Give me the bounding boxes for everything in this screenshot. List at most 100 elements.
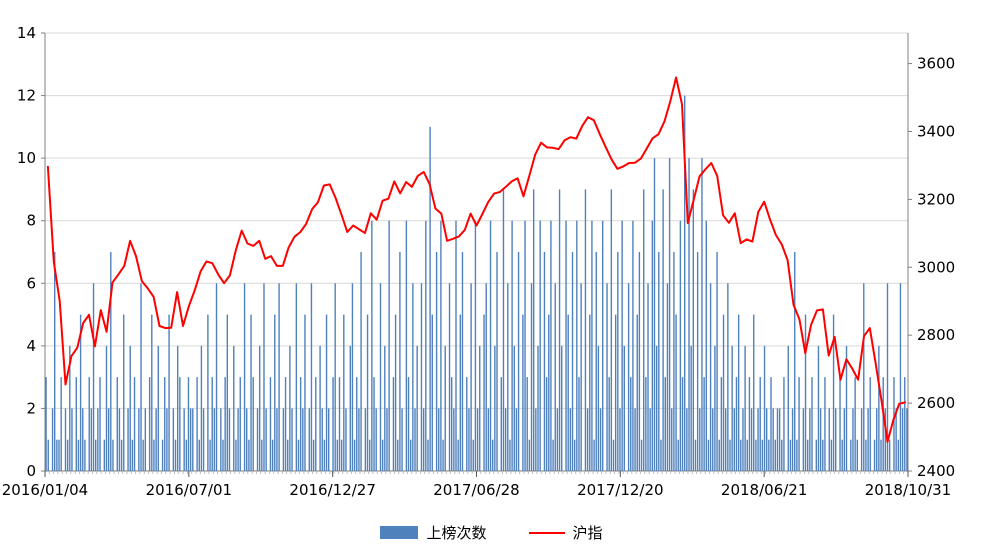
bar: [168, 314, 170, 471]
bar: [209, 439, 211, 471]
axes: [44, 33, 909, 472]
bar: [487, 408, 490, 471]
bar: [360, 252, 362, 471]
bar: [806, 439, 809, 471]
bar: [248, 439, 250, 471]
bar: [448, 283, 451, 471]
y-axis-right-label: 2800: [917, 326, 955, 344]
gridlines: [45, 32, 908, 409]
bar: [802, 408, 805, 471]
bar: [526, 377, 528, 471]
bar: [479, 345, 481, 471]
bar: [638, 252, 641, 471]
bar: [399, 252, 401, 471]
bar: [655, 345, 658, 471]
bar: [338, 377, 341, 471]
bar: [246, 408, 248, 471]
bar: [899, 283, 902, 471]
bar: [213, 408, 216, 471]
bar: [123, 314, 125, 471]
combo-chart: 0246810121424002600280030003200340036002…: [2, 24, 955, 499]
bar: [636, 314, 638, 471]
bar: [461, 252, 464, 471]
bar: [602, 220, 604, 471]
bar: [211, 377, 213, 471]
bar: [845, 345, 848, 471]
bar: [694, 439, 697, 471]
bar: [103, 439, 106, 471]
bar: [839, 377, 841, 471]
bar: [528, 439, 531, 471]
bar: [82, 408, 84, 471]
bar: [189, 408, 192, 471]
bar: [576, 220, 578, 471]
bar: [580, 283, 582, 471]
bar: [414, 408, 416, 471]
bar: [224, 377, 226, 471]
bar: [688, 158, 690, 471]
bar: [491, 439, 494, 471]
bar: [509, 439, 511, 471]
bar: [64, 408, 67, 471]
bar-series-label: 上榜次数: [426, 524, 487, 542]
bar: [763, 345, 766, 471]
bar: [746, 439, 748, 471]
bar: [422, 408, 425, 471]
bar: [597, 345, 600, 471]
line-series-swatch: [528, 531, 565, 534]
bar: [707, 439, 710, 471]
bar: [105, 345, 108, 471]
bar: [397, 439, 399, 471]
y-axis-left-label: 6: [26, 274, 36, 292]
bar: [138, 408, 140, 471]
bar: [470, 283, 472, 471]
bar: [56, 439, 58, 471]
bar: [815, 439, 818, 471]
bar: [578, 377, 580, 471]
bar: [595, 252, 597, 471]
bar: [569, 408, 572, 471]
bar: [737, 314, 740, 471]
bar: [627, 283, 630, 471]
bar: [438, 408, 440, 471]
bar: [888, 439, 891, 471]
bar: [196, 377, 198, 471]
bar: [131, 439, 134, 471]
bar: [476, 408, 479, 471]
bar: [863, 283, 865, 471]
bar: [295, 283, 298, 471]
bar: [299, 377, 302, 471]
bar: [897, 439, 899, 471]
bar: [550, 220, 552, 471]
bar: [401, 408, 403, 471]
y-axis-left-label: 12: [17, 87, 36, 105]
bar: [371, 220, 373, 471]
bar: [733, 408, 736, 471]
bar: [832, 314, 835, 471]
bar: [192, 408, 194, 471]
bar: [155, 408, 157, 471]
x-axis-label: 2017/06/28: [433, 481, 519, 499]
bar: [673, 252, 675, 471]
bar: [336, 439, 339, 471]
bar: [517, 252, 520, 471]
bar: [95, 439, 97, 471]
bar: [466, 377, 468, 471]
bar: [522, 314, 524, 471]
bar: [798, 377, 800, 471]
bar: [548, 314, 550, 471]
bar: [561, 345, 563, 471]
bar: [494, 345, 496, 471]
bar: [58, 439, 60, 471]
bar: [662, 189, 664, 471]
bar: [84, 439, 86, 471]
bar: [453, 408, 455, 471]
price-line: [46, 76, 907, 443]
x-axis-label: 2017/12/20: [577, 481, 663, 499]
bar: [366, 314, 369, 471]
bar: [504, 408, 507, 471]
bar-series-swatch: [380, 526, 419, 539]
bar: [369, 439, 371, 471]
bar: [718, 439, 720, 471]
bar: [185, 439, 188, 471]
